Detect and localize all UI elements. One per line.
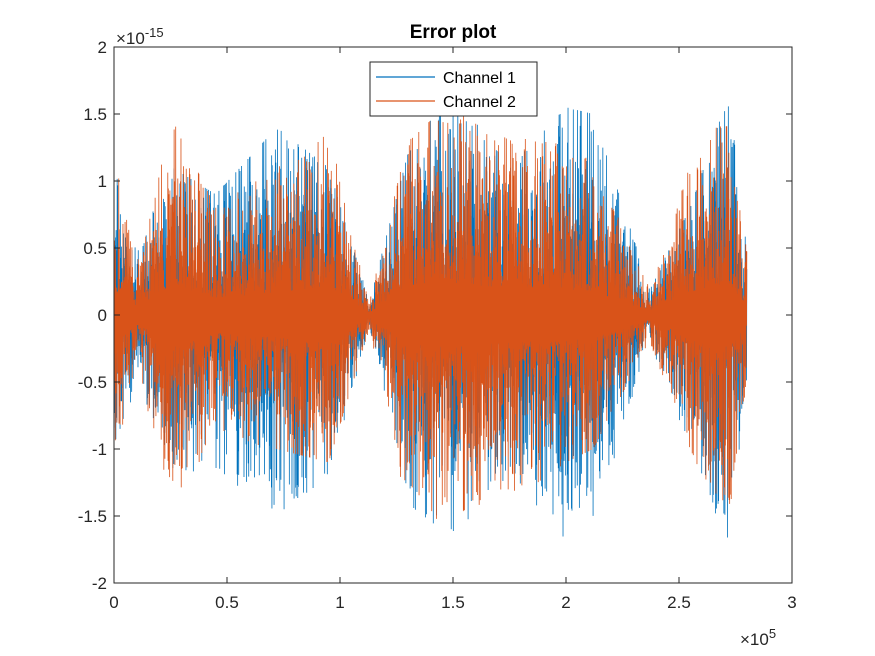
x-tick-label: 2.5	[667, 593, 691, 612]
y-tick-label: 2	[98, 38, 107, 57]
x-tick-label: 3	[787, 593, 796, 612]
y-tick-label: 0.5	[83, 239, 107, 258]
x-tick-label: 0	[109, 593, 118, 612]
y-tick-label: -1	[92, 440, 107, 459]
y-tick-label: -1.5	[78, 507, 107, 526]
x-tick-label: 1.5	[441, 593, 465, 612]
y-tick-label: 0	[98, 306, 107, 325]
x-tick-label: 2	[561, 593, 570, 612]
legend-box	[369, 61, 538, 117]
legend-label-channel-1: Channel 1	[443, 70, 516, 87]
x-tick-label: 0.5	[215, 593, 239, 612]
tick-layer: 0 0.5 1 1.5 2 2.5 3 -2 -1.5 -1 -0.5 0 0.5 1 1.5 2	[78, 38, 797, 612]
series-layer	[114, 91, 748, 538]
y-tick-label: -2	[92, 574, 107, 593]
legend: Channel 1 Channel 2	[369, 61, 538, 117]
y-tick-label: 1	[98, 172, 107, 191]
chart-title: Error plot	[410, 22, 497, 43]
legend-label-channel-2: Channel 2	[443, 94, 516, 111]
x-tick-label: 1	[335, 593, 344, 612]
y-exponent-label: ×10-15	[116, 25, 164, 48]
y-tick-label: 1.5	[83, 105, 107, 124]
series-line-channel-2	[114, 112, 748, 519]
y-tick-label: -0.5	[78, 373, 107, 392]
x-exponent-label: ×105	[740, 626, 776, 649]
